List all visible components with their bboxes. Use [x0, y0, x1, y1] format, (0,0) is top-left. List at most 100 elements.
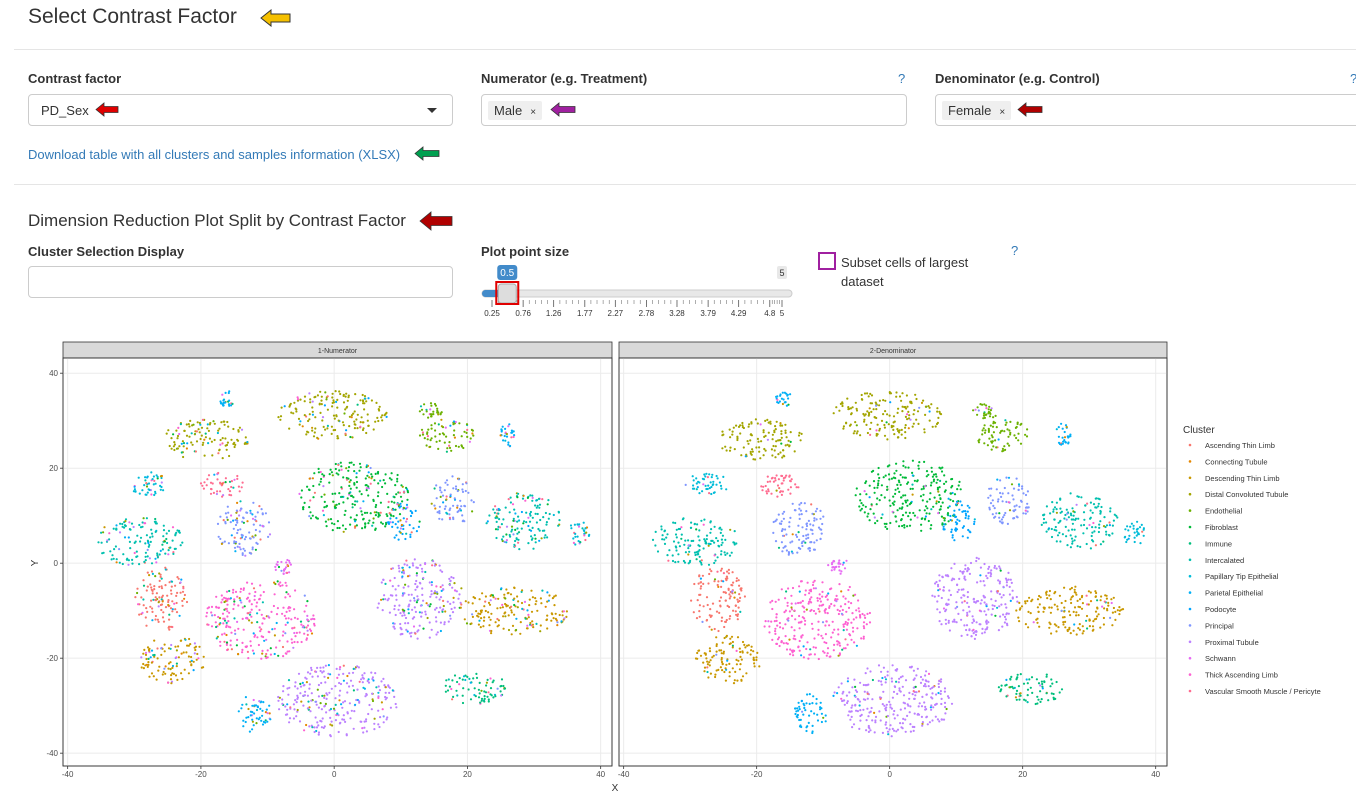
- cell-point: [380, 521, 383, 524]
- numerator-select[interactable]: Male ×: [481, 94, 907, 126]
- cell-point: [938, 720, 941, 723]
- cell-point: [867, 724, 870, 728]
- cluster-display-input[interactable]: [28, 266, 453, 298]
- cell-point: [735, 579, 738, 583]
- cell-point: [940, 678, 943, 681]
- cell-point: [788, 525, 791, 528]
- cell-point: [349, 435, 352, 439]
- cell-point: [922, 684, 926, 688]
- cell-point: [430, 502, 433, 505]
- tag-remove[interactable]: ×: [530, 107, 537, 118]
- annotation-box: [495, 281, 520, 305]
- cell-point: [146, 585, 149, 588]
- cell-point: [206, 427, 209, 430]
- cell-point: [166, 541, 169, 545]
- cell-point: [205, 484, 208, 487]
- cell-point: [438, 486, 442, 489]
- cell-point: [243, 605, 246, 608]
- cell-point: [805, 510, 808, 513]
- cell-point: [409, 509, 412, 513]
- denominator-select[interactable]: Female ×: [935, 94, 1356, 126]
- cell-point: [872, 408, 875, 411]
- cell-point: [855, 609, 858, 612]
- cell-point: [546, 503, 549, 506]
- cell-point: [729, 436, 732, 439]
- cell-point: [463, 430, 466, 433]
- cell-point: [161, 600, 164, 603]
- cell-point: [708, 664, 711, 667]
- cell-point: [464, 678, 467, 682]
- cell-point: [890, 735, 893, 738]
- cell-point: [887, 423, 890, 426]
- cell-point: [715, 650, 718, 653]
- cell-point: [357, 666, 360, 669]
- cell-point: [180, 451, 183, 454]
- point-size-slider[interactable]: 0.25 0.76 1.26 1.77 2.27 2.78 3.28 3.79 4.29 4.8 5…: [470, 262, 810, 322]
- cell-point: [156, 554, 159, 557]
- cell-point: [998, 593, 1002, 596]
- help-icon[interactable]: ?: [1350, 71, 1356, 86]
- cell-point: [785, 590, 788, 593]
- cell-point: [777, 546, 781, 549]
- cell-point: [350, 461, 353, 464]
- cell-point: [331, 724, 334, 727]
- cell-point: [227, 597, 230, 600]
- cell-point: [264, 655, 267, 658]
- cell-point: [803, 502, 806, 505]
- cell-point: [470, 499, 473, 502]
- cell-point: [800, 635, 803, 638]
- subset-checkbox[interactable]: [818, 252, 836, 270]
- cell-point: [1102, 616, 1105, 620]
- cell-point: [684, 539, 687, 542]
- cell-point: [854, 494, 857, 497]
- cell-point: [871, 678, 875, 682]
- cell-point: [846, 680, 850, 683]
- cell-point: [944, 705, 947, 709]
- cell-point: [390, 478, 393, 481]
- cell-point: [1059, 540, 1062, 543]
- cell-point: [317, 437, 320, 440]
- annotation-arrow: [260, 9, 291, 27]
- contrast-factor-select[interactable]: PD_Sex: [28, 94, 453, 126]
- cell-point: [963, 600, 966, 603]
- cell-point: [775, 489, 778, 492]
- cell-point: [321, 509, 325, 512]
- cell-point: [296, 710, 299, 713]
- cell-point: [1111, 611, 1114, 614]
- cell-point: [300, 489, 303, 492]
- cell-point: [311, 477, 314, 480]
- cell-point: [703, 666, 707, 669]
- cell-point: [702, 582, 705, 585]
- cell-point: [145, 657, 148, 661]
- help-icon[interactable]: ?: [1011, 243, 1019, 258]
- cell-point: [924, 683, 927, 686]
- cell-point: [391, 585, 394, 588]
- download-link[interactable]: Download table with all clusters and sam…: [28, 147, 401, 162]
- cell-point: [698, 539, 701, 542]
- cell-point: [299, 398, 302, 401]
- cell-point: [526, 496, 530, 499]
- cell-point: [931, 475, 935, 478]
- help-icon[interactable]: ?: [898, 71, 906, 86]
- cell-point: [925, 708, 928, 711]
- cell-point: [282, 685, 285, 688]
- cell-point: [899, 473, 902, 476]
- cell-point: [741, 675, 745, 678]
- cell-point: [118, 531, 122, 534]
- cell-point: [770, 492, 773, 495]
- cell-point: [151, 535, 154, 538]
- cell-point: [351, 506, 354, 509]
- cell-point: [430, 437, 433, 440]
- cell-point: [306, 671, 310, 674]
- cell-point: [944, 618, 947, 621]
- cell-point: [144, 522, 147, 525]
- cell-point: [542, 516, 545, 519]
- cell-point: [1107, 601, 1110, 604]
- cell-point: [936, 488, 940, 491]
- cell-point: [337, 473, 340, 476]
- cell-point: [145, 624, 148, 627]
- cell-point: [781, 627, 785, 630]
- tag-remove[interactable]: ×: [999, 107, 1006, 118]
- cell-point: [1093, 530, 1096, 533]
- cell-point: [142, 598, 145, 601]
